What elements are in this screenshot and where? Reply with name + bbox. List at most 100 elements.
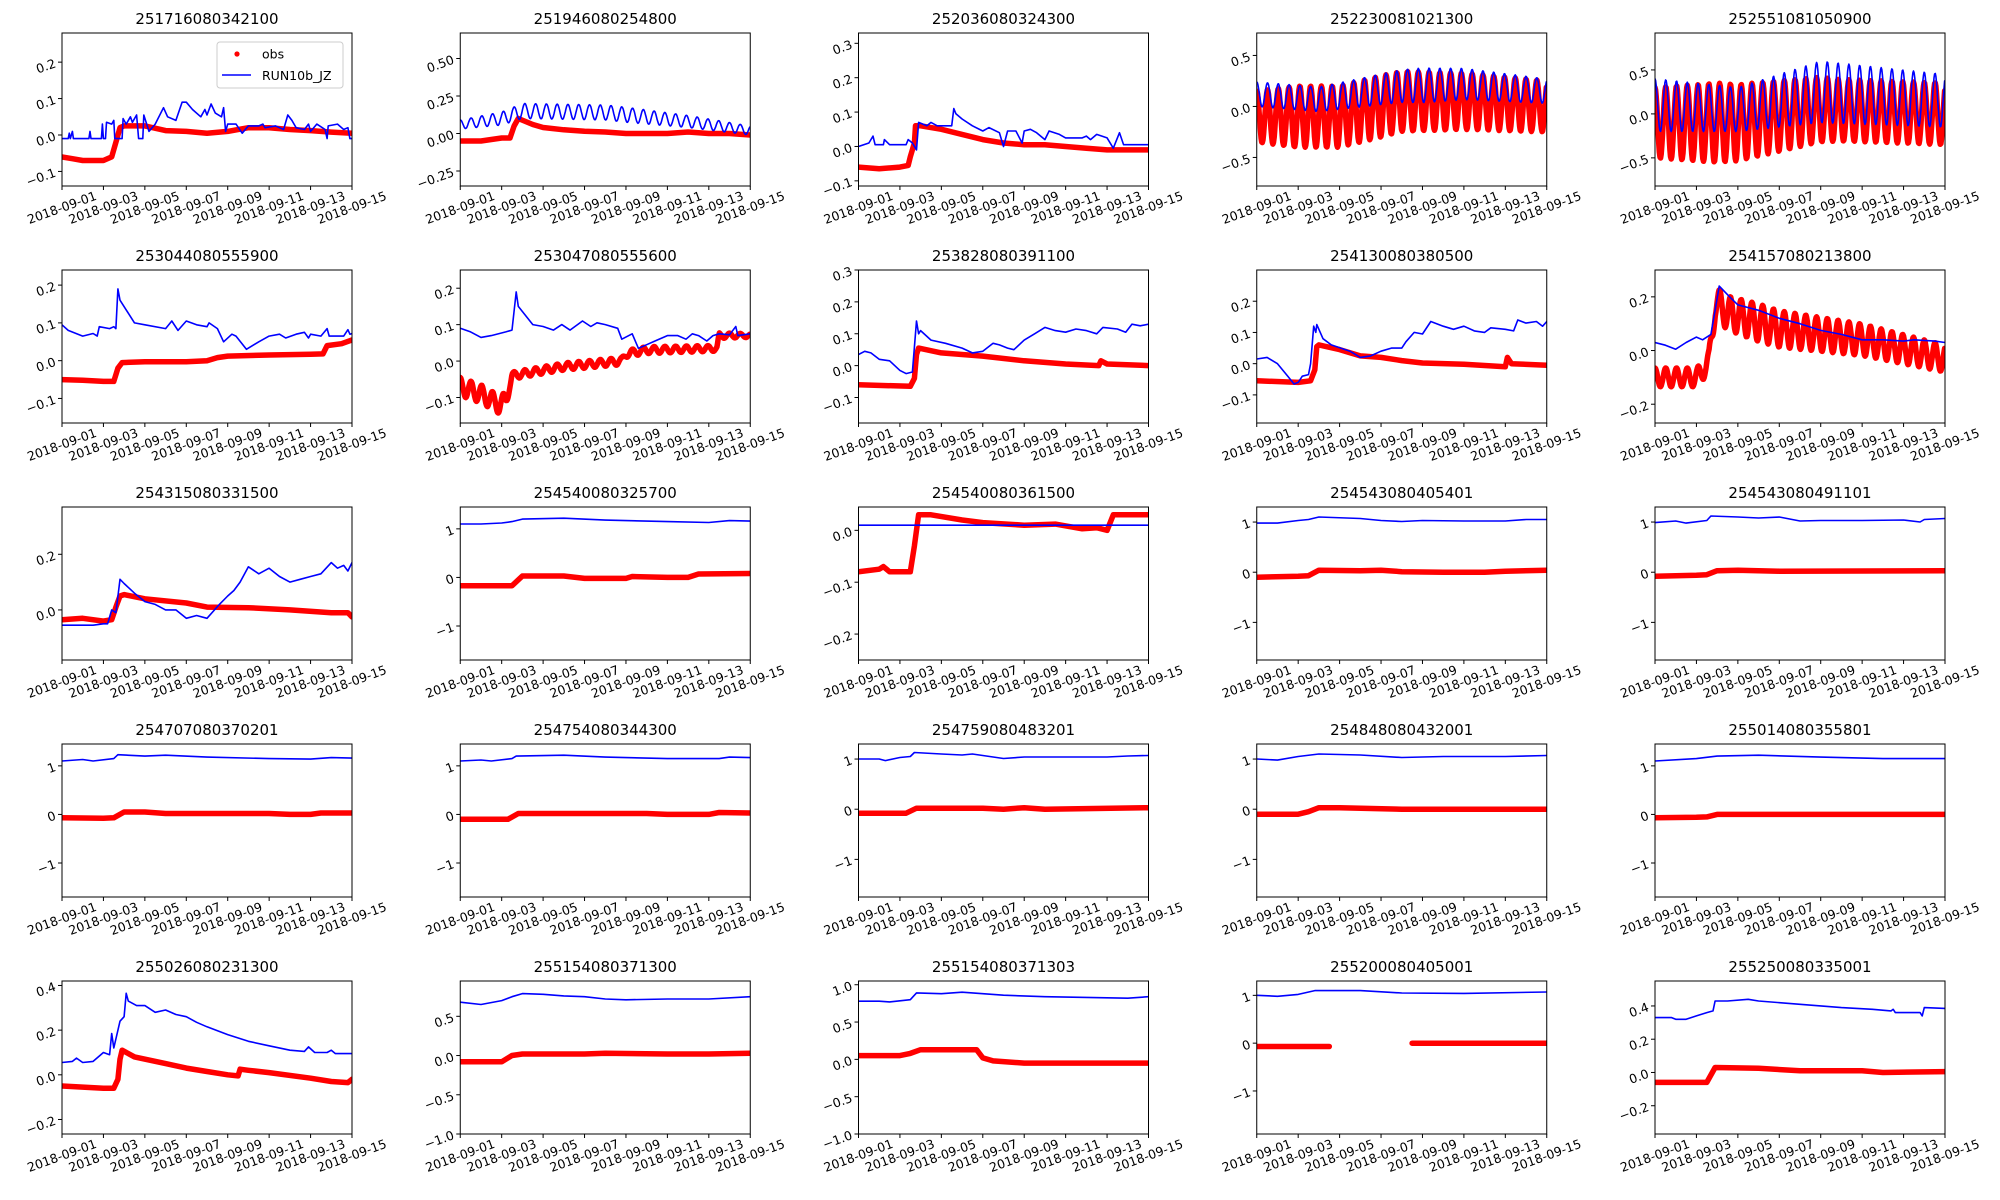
y-tick-label: 0.1 [34, 316, 58, 337]
axes-frame [61, 743, 353, 898]
subplot-255200080405001: 2552000804050012018-09-012018-09-032018-… [1220, 958, 1583, 1175]
y-tick-label: 0.2 [830, 71, 854, 92]
y-tick-label: −0.25 [415, 164, 456, 191]
subplot-title: 254759080483201 [932, 721, 1075, 739]
y-tick-label: 0 [1240, 803, 1253, 820]
y-tick-label: 1 [443, 759, 456, 776]
y-tick-label: 0 [45, 808, 58, 825]
plot-area [460, 33, 751, 186]
model-series [460, 992, 751, 1006]
y-tick-label: 0.1 [1229, 326, 1253, 347]
axes-frame [1256, 743, 1548, 898]
model-series [1655, 61, 1945, 133]
axes-frame [459, 269, 751, 424]
y-tick-label: 0.0 [830, 359, 854, 380]
subplot-254707080370201: 2547070803702012018-09-012018-09-032018-… [25, 721, 388, 938]
subplot-title: 254543080405401 [1330, 484, 1473, 502]
subplot-title: 255200080405001 [1330, 958, 1473, 976]
subplot-255014080355801: 2550140803558012018-09-012018-09-032018-… [1618, 721, 1981, 938]
axes-frame [1654, 32, 1946, 187]
obs-series [460, 570, 751, 589]
y-tick-label: −0.5 [422, 1088, 456, 1112]
model-series [1655, 754, 1945, 762]
axes-frame [858, 506, 1149, 661]
y-tick-label: −0.5 [1219, 151, 1253, 175]
subplot-254543080491101: 2545430804911012018-09-012018-09-032018-… [1618, 484, 1981, 701]
model-series [62, 561, 352, 626]
y-tick-label: 1 [1638, 759, 1651, 776]
y-tick-label: 1 [1240, 989, 1253, 1006]
y-tick-label: 0.0 [1627, 107, 1651, 128]
y-tick-label: −0.1 [24, 392, 58, 416]
y-tick-label: −1 [1230, 853, 1252, 873]
obs-series [1655, 567, 1945, 579]
y-tick-label: 1 [443, 522, 456, 539]
plot-area [1256, 981, 1547, 1134]
plot-area [1655, 744, 1945, 897]
axes-frame [1654, 980, 1946, 1135]
subplot-title: 255014080355801 [1728, 721, 1871, 739]
subplot-255250080335001: 2552500803350012018-09-012018-09-032018-… [1617, 958, 1981, 1175]
y-tick-label: 0.2 [432, 282, 456, 303]
axes-frame [61, 269, 353, 424]
plot-area [1655, 981, 1945, 1134]
legend-model-label: RUN10b_JZ [262, 68, 332, 83]
obs-series [460, 330, 751, 416]
y-tick-label: 0.5 [830, 1015, 854, 1036]
y-tick-label: 0.4 [1627, 999, 1651, 1020]
y-tick-label: 0.0 [432, 354, 456, 375]
y-tick-label: 0 [443, 808, 456, 825]
model-series [858, 107, 1149, 151]
subplot-251716080342100: 2517160803421002018-09-012018-09-032018-… [24, 10, 388, 227]
subplot-title: 254848080432001 [1330, 721, 1473, 739]
y-tick-label: 0 [1638, 566, 1651, 583]
axes-frame [459, 32, 751, 187]
axes-frame [858, 980, 1149, 1135]
y-tick-label: −0.2 [1617, 1099, 1651, 1123]
subplot-title: 254157080213800 [1728, 247, 1871, 265]
subplot-title: 251716080342100 [135, 10, 278, 28]
y-tick-label: 0.4 [34, 979, 58, 1000]
y-tick-label: −1 [1230, 616, 1252, 636]
obs-series [858, 123, 1149, 172]
subplot-title: 252036080324300 [932, 10, 1075, 28]
subplot-252036080324300: 2520360803243002018-09-012018-09-032018-… [821, 10, 1185, 227]
obs-series [62, 1047, 352, 1091]
y-tick-label: 0.5 [1627, 63, 1651, 84]
subplot-title: 251946080254800 [534, 10, 677, 28]
model-series [460, 517, 751, 525]
subplot-254759080483201: 2547590804832012018-09-012018-09-032018-… [822, 721, 1185, 938]
subplot-title: 255154080371300 [534, 958, 677, 976]
y-tick-label: −0.1 [821, 391, 855, 415]
y-tick-label: 0 [842, 803, 855, 820]
axes-frame [1654, 506, 1946, 661]
y-tick-label: 1 [842, 752, 855, 769]
subplot-title: 255250080335001 [1728, 958, 1871, 976]
y-tick-label: 0.0 [1627, 1066, 1651, 1087]
axes-frame [1654, 269, 1946, 424]
model-series [1655, 285, 1945, 350]
model-series [1256, 67, 1547, 112]
subplot-title: 252230081021300 [1330, 10, 1473, 28]
legend: obs RUN10b_JZ [216, 41, 344, 89]
y-tick-label: 0.1 [34, 92, 58, 113]
y-tick-label: 0.0 [830, 1053, 854, 1074]
y-tick-label: 0 [1638, 808, 1651, 825]
y-tick-label: 0.3 [830, 263, 854, 284]
subplot-title: 255154080371303 [932, 958, 1075, 976]
subplot-254315080331500: 2543150803315002018-09-012018-09-032018-… [25, 484, 388, 701]
y-tick-label: −0.1 [1219, 388, 1253, 412]
obs-series [1655, 74, 1945, 165]
axes-frame [858, 743, 1149, 898]
y-tick-label: −0.5 [1617, 151, 1651, 175]
y-tick-label: 0.2 [1229, 295, 1253, 316]
y-tick-label: −1 [434, 619, 456, 639]
obs-series [62, 591, 352, 624]
subplot-title: 253828080391100 [932, 247, 1075, 265]
subplot-254848080432001: 2548480804320012018-09-012018-09-032018-… [1220, 721, 1583, 938]
model-series [858, 991, 1149, 1003]
y-tick-label: 1 [1240, 515, 1253, 532]
y-tick-label: 0.0 [1229, 357, 1253, 378]
y-tick-label: −1.0 [422, 1127, 456, 1151]
axes-frame [1256, 506, 1548, 661]
